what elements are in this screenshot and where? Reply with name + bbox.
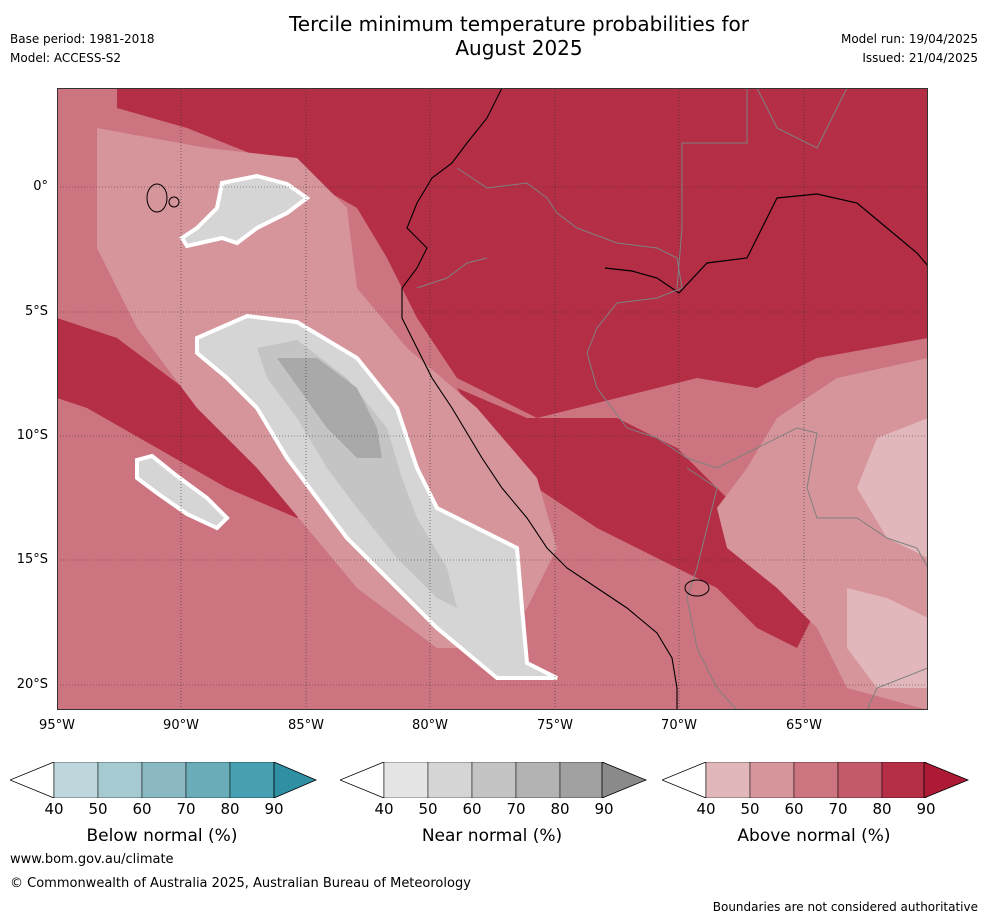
near-normal-60-core [257, 340, 457, 608]
lat-tick-5s: 5°S [24, 304, 48, 319]
base-period: Base period: 1981-2018 [10, 32, 155, 46]
colorbar-below-bin-70 [185, 762, 231, 798]
near-tick-50: 50 [418, 800, 438, 818]
near-tick-80: 80 [550, 800, 570, 818]
above-tick-60: 60 [784, 800, 804, 818]
colorbar-above-bin-40 [705, 762, 751, 798]
colorbar-near-bin-50 [427, 762, 473, 798]
model-run: Model run: 19/04/2025 [840, 32, 978, 46]
title-line-2: August 2025 [455, 36, 583, 60]
map-title: Tercile minimum temperature probabilitie… [200, 12, 838, 60]
colorbar-label-near: Near normal (%) [421, 826, 563, 846]
colorbar-near-bin-40 [383, 762, 429, 798]
colorbar-above-bin-80 [881, 762, 927, 798]
colorbar-near-bin-60 [471, 762, 517, 798]
above-40-patch-south [847, 588, 928, 688]
model-name: Model: ACCESS-S2 [10, 51, 122, 65]
boundary-disclaimer: Boundaries are not considered authoritat… [712, 900, 978, 914]
issued-date: Issued: 21/04/2025 [862, 51, 978, 65]
probability-map [57, 88, 928, 710]
lon-tick-90w: 90°W [163, 718, 199, 733]
lon-tick-70w: 70°W [661, 718, 697, 733]
colorbar-above-high-arrow [923, 762, 970, 798]
colorbar-above-bin-60 [793, 762, 839, 798]
below-tick-70: 70 [176, 800, 196, 818]
lon-tick-75w: 75°W [537, 718, 573, 733]
above-tick-70: 70 [828, 800, 848, 818]
lon-tick-65w: 65°W [786, 718, 822, 733]
above-80-region-north [117, 88, 928, 418]
galapagos-island-2 [168, 196, 180, 208]
colorbar-above-bin-50 [749, 762, 795, 798]
above-tick-40: 40 [696, 800, 716, 818]
country-borders [416, 88, 928, 710]
colorbar-above-bin-70 [837, 762, 883, 798]
colorbar-label-below: Below normal (%) [86, 826, 238, 846]
lat-tick-0: 0° [33, 179, 48, 194]
below-tick-60: 60 [132, 800, 152, 818]
colorbar-below-bin-50 [97, 762, 143, 798]
near-tick-60: 60 [462, 800, 482, 818]
near-normal-region-north [179, 173, 311, 249]
colorbar-below-bin-80 [229, 762, 275, 798]
colorbar-below-low-arrow [10, 762, 55, 798]
near-normal-region-west [135, 453, 230, 531]
lat-tick-15s: 15°S [16, 552, 48, 567]
above-80-region-west [57, 318, 317, 518]
above-40-patch-southeast [857, 418, 928, 558]
colorbar-near-low-arrow [340, 762, 385, 798]
above-tick-80: 80 [872, 800, 892, 818]
amazon-river [604, 193, 928, 294]
above-tick-50: 50 [740, 800, 760, 818]
galapagos-island [146, 183, 168, 213]
colorbar-near-high-arrow [601, 762, 648, 798]
below-tick-80: 80 [220, 800, 240, 818]
lake-titicaca [684, 579, 710, 597]
colorbar-near-bin-70 [515, 762, 561, 798]
above-80-region-andes [457, 388, 817, 648]
footer-copyright: © Commonwealth of Australia 2025, Austra… [10, 876, 471, 891]
colorbar-near-bin-80 [559, 762, 605, 798]
lon-tick-95w: 95°W [39, 718, 75, 733]
colorbar-above-low-arrow [662, 762, 707, 798]
colorbar-label-above: Above normal (%) [737, 826, 891, 846]
colorbar-below-bin-40 [53, 762, 99, 798]
colorbar-below-bin-60 [141, 762, 187, 798]
map-frame [57, 88, 928, 710]
near-tick-90: 90 [594, 800, 614, 818]
lat-tick-10s: 10°S [16, 428, 48, 443]
near-tick-40: 40 [374, 800, 394, 818]
colorbar-below-high-arrow [273, 762, 318, 798]
coastline [401, 88, 678, 710]
colorbar-below-normal [10, 762, 318, 798]
near-tick-70: 70 [506, 800, 526, 818]
above-tick-90: 90 [916, 800, 936, 818]
title-line-1: Tercile minimum temperature probabilitie… [288, 12, 750, 36]
lon-tick-85w: 85°W [288, 718, 324, 733]
lon-tick-80w: 80°W [412, 718, 448, 733]
below-tick-40: 40 [44, 800, 64, 818]
lat-tick-20s: 20°S [16, 677, 48, 692]
colorbar-near-normal [340, 762, 648, 798]
below-tick-90: 90 [264, 800, 284, 818]
colorbar-above-normal [662, 762, 970, 798]
below-tick-50: 50 [88, 800, 108, 818]
near-normal-70-core [277, 358, 382, 458]
footer-url: www.bom.gov.au/climate [10, 852, 174, 867]
